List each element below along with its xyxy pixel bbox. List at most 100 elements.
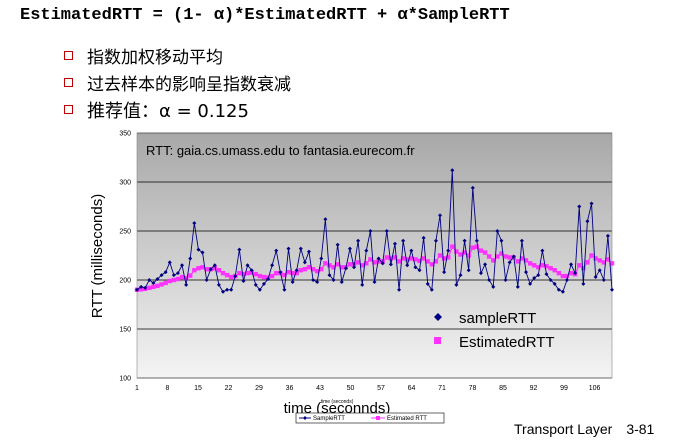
sample-rtt-point [564, 278, 569, 282]
sample-rtt-point [491, 284, 496, 289]
sample-rtt-point [220, 289, 225, 294]
sample-rtt-point [581, 281, 586, 286]
estimated-rtt-point [159, 282, 164, 287]
x-tick-label: 29 [255, 385, 263, 392]
x-tick-label: 64 [408, 385, 416, 392]
sample-rtt-point [331, 278, 336, 282]
estimated-rtt-point [294, 270, 299, 276]
sample-rtt-point [466, 268, 471, 273]
estimated-rtt-point [245, 270, 250, 276]
sample-rtt-point [433, 238, 438, 243]
sample-rtt-point [147, 278, 152, 282]
sample-rtt-point [360, 282, 365, 287]
sample-rtt-point [478, 271, 483, 276]
estimated-rtt-point [405, 257, 410, 262]
sample-rtt-point [319, 256, 324, 261]
estimated-rtt-point [257, 273, 263, 279]
sample-rtt-point [495, 229, 500, 233]
bullet-item: 指数加权移动平均 [64, 42, 291, 69]
estimated-rtt-point [253, 271, 258, 277]
estimated-rtt-point [462, 250, 467, 255]
sample-rtt-point [270, 263, 275, 268]
estimated-rtt-point [491, 258, 496, 263]
sample-rtt-point [245, 263, 250, 268]
estimated-rtt-point [384, 255, 389, 260]
sample-rtt-point [216, 282, 221, 287]
estimated-rtt-point [147, 285, 152, 291]
sample-rtt-point [401, 238, 406, 243]
bottom-legend-box [295, 412, 445, 424]
legend-label-estimated: EstimatedRTT [459, 334, 555, 351]
estimated-rtt-point [536, 265, 541, 270]
estimated-rtt-point [589, 253, 594, 258]
estimated-rtt-point [482, 250, 488, 255]
estimated-rtt-point [319, 267, 324, 272]
sample-rtt-point [200, 250, 205, 255]
sample-rtt-point [229, 287, 234, 292]
sample-rtt-point [384, 229, 389, 233]
estimated-rtt-point [531, 263, 537, 268]
estimated-rtt-point [454, 249, 459, 254]
estimated-rtt-point [196, 266, 201, 271]
sample-rtt-point [499, 238, 504, 243]
sample-rtt-point [294, 268, 299, 273]
x-tick-label: 22 [225, 385, 233, 392]
estimated-rtt-point [466, 253, 471, 258]
sample-rtt-point [597, 268, 602, 273]
x-tick-label: 43 [316, 385, 324, 392]
estimated-rtt-point [269, 273, 275, 279]
estimated-rtt-point [220, 270, 226, 276]
bullet-text: 指数加权移动平均 [87, 48, 223, 68]
sample-rtt-point [507, 260, 512, 265]
estimated-rtt-point [544, 264, 549, 269]
sample-rtt-point [163, 270, 168, 275]
estimated-rtt-point [179, 274, 185, 280]
estimated-rtt-point [400, 256, 406, 261]
sample-rtt-point [249, 268, 254, 273]
sample-rtt-point [605, 233, 610, 238]
estimated-rtt-point [499, 251, 504, 256]
sample-rtt-point [196, 247, 201, 252]
estimated-rtt-point [601, 260, 607, 265]
x-tick-label: 50 [347, 385, 355, 392]
y-tick-label: 300 [119, 180, 131, 187]
sample-rtt-point [442, 270, 447, 275]
estimated-rtt-point [585, 260, 590, 265]
x-tick-label: 8 [166, 385, 170, 392]
sample-rtt-point [462, 238, 467, 243]
estimated-rtt-point [495, 254, 500, 259]
sample-rtt-point [470, 185, 475, 190]
estimated-rtt-point [593, 256, 598, 261]
estimated-rtt-point [540, 263, 545, 268]
x-tick-label: 36 [286, 385, 294, 392]
x-tick-label: 92 [530, 385, 538, 392]
bottom-legend-estimated-label: Estimated RTT [387, 416, 427, 422]
sample-rtt-point [503, 278, 508, 282]
estimated-rtt-point [175, 276, 181, 282]
estimated-rtt-point [446, 255, 451, 260]
ewma-formula: EstimatedRTT = (1- α)*EstimatedRTT + α*S… [20, 6, 510, 25]
sample-rtt-point [233, 274, 238, 279]
estimated-rtt-point [417, 258, 422, 264]
estimated-rtt-point [556, 270, 561, 276]
sample-rtt-point [388, 262, 393, 267]
estimated-rtt-point [564, 273, 570, 279]
y-tick-label: 150 [119, 327, 131, 334]
bullet-list: 指数加权移动平均 过去样本的影响呈指数衰减 推荐值：α = 0.125 [64, 42, 291, 123]
bullet-item: 推荐值：α = 0.125 [64, 96, 291, 123]
estimated-rtt-point [347, 262, 353, 267]
estimated-rtt-point [605, 257, 611, 262]
sample-rtt-point [208, 267, 213, 272]
sample-rtt-point [540, 248, 545, 253]
x-tick-label: 106 [589, 385, 601, 392]
sample-rtt-point [425, 281, 430, 286]
estimated-rtt-point [470, 245, 475, 250]
plot-area [137, 133, 612, 378]
sample-rtt-point [323, 217, 328, 222]
estimated-rtt-point [441, 256, 447, 261]
sample-rtt-point [167, 260, 172, 265]
estimated-rtt-point [155, 283, 160, 289]
sample-rtt-point [593, 275, 598, 280]
plot-frame [136, 132, 613, 379]
